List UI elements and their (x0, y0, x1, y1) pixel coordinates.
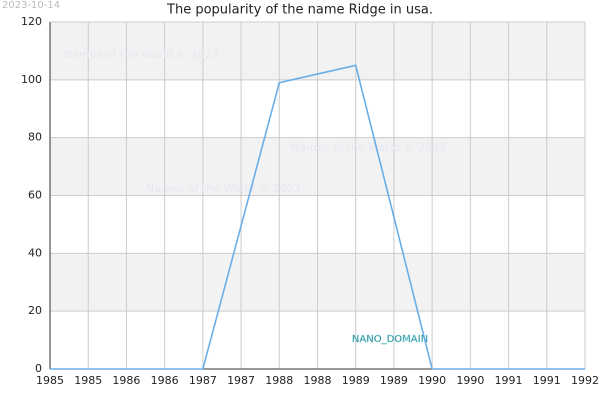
x-tick-label: 1988 (265, 374, 293, 387)
y-tick-label: 40 (28, 246, 42, 259)
x-tick-label: 1986 (151, 374, 179, 387)
x-tick-label: 1985 (74, 374, 102, 387)
y-tick-label: 120 (21, 15, 42, 28)
domain-label: NANO_DOMAIN (352, 334, 428, 345)
y-tick-label: 80 (28, 131, 42, 144)
x-tick-label: 1987 (227, 374, 255, 387)
watermark: Names of the World © 2023 (291, 141, 446, 154)
x-tick-label: 1989 (380, 374, 408, 387)
x-tick-label: 1987 (189, 374, 217, 387)
x-tick-label: 1991 (533, 374, 561, 387)
x-tick-label: 1988 (304, 374, 332, 387)
watermark: Names of the World © 2023 (64, 48, 219, 61)
x-tick-label: 1989 (342, 374, 370, 387)
y-tick-label: 60 (28, 189, 42, 202)
x-tick-label: 1991 (495, 374, 523, 387)
y-tick-label: 20 (28, 304, 42, 317)
y-tick-label: 0 (35, 362, 42, 375)
x-tick-label: 1986 (112, 374, 140, 387)
date-stamp: 2023-10-14 (2, 0, 60, 11)
x-tick-label: 1992 (571, 374, 599, 387)
x-tick-label: 1990 (456, 374, 484, 387)
line (50, 64, 585, 370)
y-tick-label: 100 (21, 73, 42, 86)
chart-title: The popularity of the name Ridge in usa. (166, 3, 433, 18)
x-tick-label: 1990 (418, 374, 446, 387)
watermark: Names of the World © 2023 (146, 182, 301, 195)
x-tick-label: 1985 (36, 374, 64, 387)
